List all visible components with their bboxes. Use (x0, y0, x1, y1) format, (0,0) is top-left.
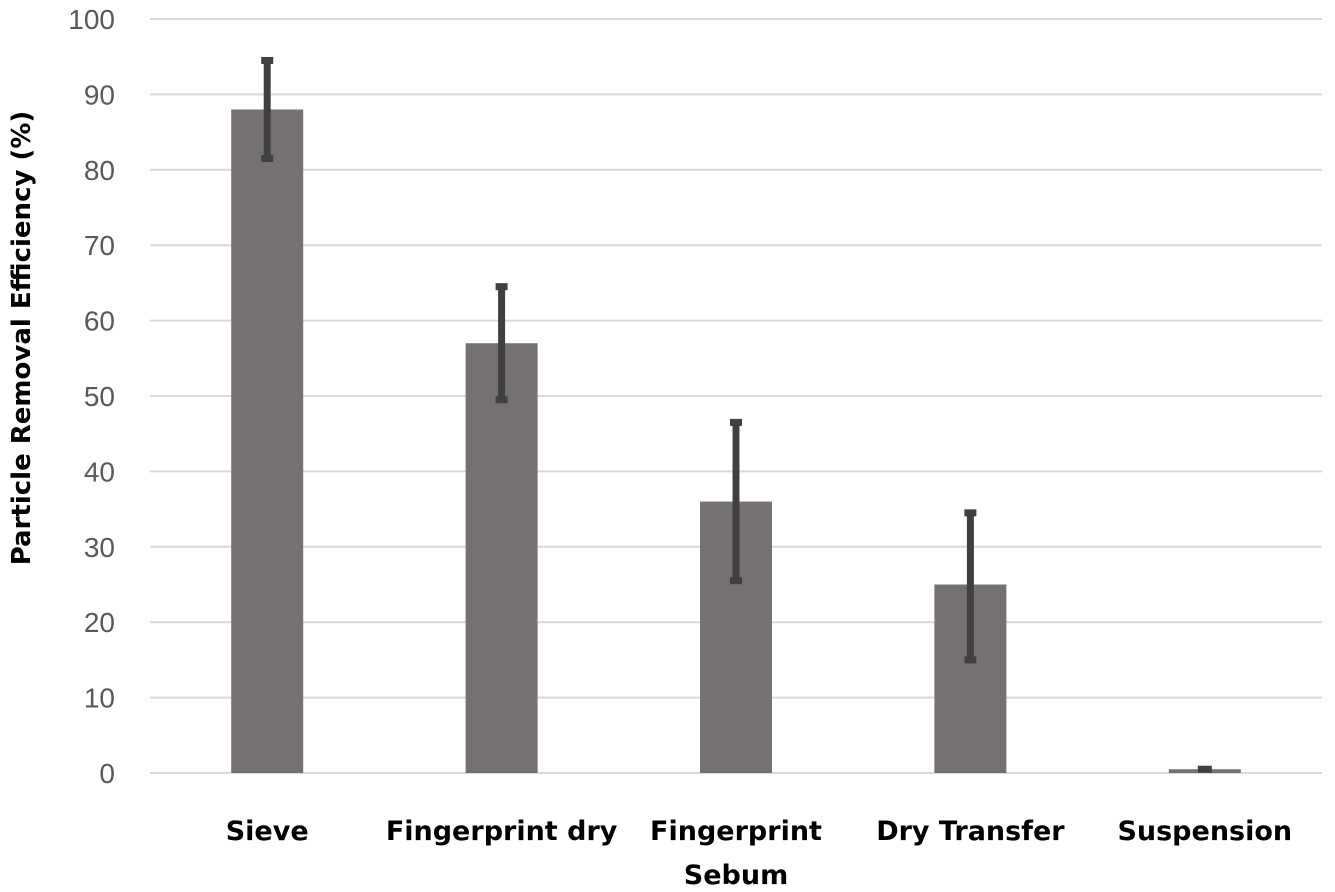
x-tick-label: Fingerprint dry (386, 816, 618, 847)
error-bars (261, 56, 1212, 773)
y-tick-label: 0 (99, 758, 115, 789)
x-tick-label: Sieve (226, 816, 309, 847)
x-tick-label-line: Sebum (684, 860, 788, 891)
bar-0 (231, 109, 304, 774)
x-tick-label-line: Dry Transfer (876, 816, 1065, 847)
y-tick-label: 10 (84, 683, 115, 714)
y-tick-label: 40 (84, 456, 115, 487)
y-tick-label: 100 (68, 4, 115, 35)
x-axis-ticks: Sieve Fingerprint dry Fingerprint Sebum Dry … (226, 816, 1292, 891)
x-tick-label: Fingerprint Sebum (650, 816, 822, 891)
x-tick-label-line: Fingerprint (650, 816, 822, 847)
x-tick-label: Dry Transfer (876, 816, 1065, 847)
y-axis-label: Particle Removal Efficiency (%) (7, 111, 37, 566)
bar-1 (465, 343, 538, 773)
x-tick-label-line: Suspension (1117, 816, 1292, 847)
y-tick-label: 80 (84, 155, 115, 186)
x-tick-label-line: Sieve (226, 816, 309, 847)
y-tick-label: 90 (84, 79, 115, 110)
y-tick-label: 30 (84, 532, 115, 563)
x-tick-label-line: Fingerprint dry (386, 816, 618, 847)
y-tick-label: 70 (84, 230, 115, 261)
y-axis-ticks: 0 10 20 30 40 50 60 70 80 90 100 (68, 4, 115, 789)
bars (231, 109, 1241, 774)
y-tick-label: 50 (84, 381, 115, 412)
x-tick-label: Suspension (1117, 816, 1292, 847)
y-tick-label: 60 (84, 306, 115, 337)
y-tick-label: 20 (84, 607, 115, 638)
